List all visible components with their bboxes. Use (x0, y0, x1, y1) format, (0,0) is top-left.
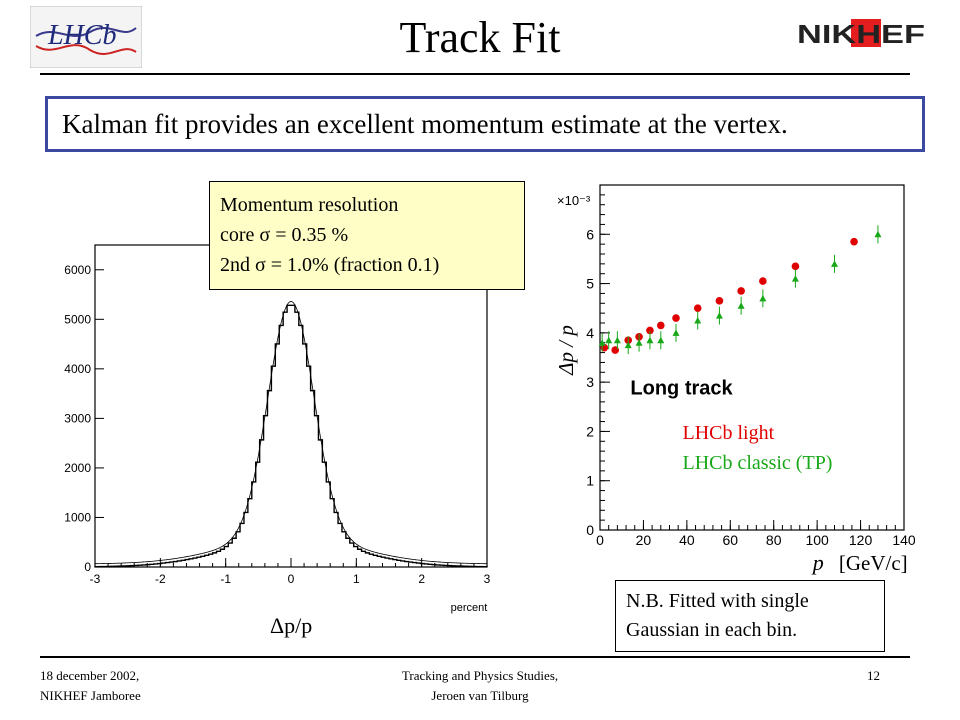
footer-date-line-1: 18 december 2002, (40, 668, 140, 683)
plot-y-tick-label: 4 (586, 325, 594, 341)
histogram-unit-label: percent (451, 602, 488, 614)
data-point-light (672, 314, 680, 322)
histogram-y-tick-label: 5000 (64, 312, 91, 326)
plot-x-tick-label: 20 (636, 532, 652, 548)
data-point-classic (635, 339, 643, 346)
histogram-y-tick-label: 6000 (64, 263, 91, 277)
plot-x-tick-label: 40 (679, 532, 695, 548)
nikhef-logo-text: NIKHEF (797, 19, 925, 48)
plot-y-tick-label: 1 (586, 473, 594, 489)
footer-divider (40, 656, 910, 658)
resolution-box: Momentum resolution core σ = 0.35 % 2nd … (209, 181, 525, 290)
resolution-histogram: 0 1000 2000 3000 4000 5000 6000 -3 -2 -1 0 1 2 3 perce… (64, 244, 491, 614)
data-point-light (657, 321, 665, 330)
histogram-y-tick-label: 4000 (64, 362, 91, 376)
histogram-bins (94, 304, 488, 568)
plot-y-label: Δp / p (554, 325, 578, 376)
plot-x-tick-label: 100 (805, 532, 829, 548)
plot-x-tick-label: 140 (892, 532, 915, 548)
data-point-classic (624, 341, 632, 349)
histogram-y-tick-label: 2000 (64, 461, 91, 475)
histogram-x-tick-label: 0 (288, 572, 295, 586)
histogram-x-tick-label: 3 (484, 572, 491, 586)
plot-x-label: p (811, 550, 824, 575)
data-point-classic (646, 336, 654, 344)
note-line-2: Gaussian in each bin. (626, 619, 798, 641)
data-point-light (759, 277, 767, 285)
resolution-line-1: Momentum resolution (220, 194, 399, 216)
plot-y-tick-label: 6 (586, 226, 594, 242)
data-point-light (715, 297, 724, 305)
lhcb-logo-graphic: LHCb (29, 5, 143, 69)
title-divider (40, 73, 910, 75)
data-point-classic (672, 329, 680, 336)
data-point-classic (759, 294, 767, 302)
slide-title: Track Fit (399, 13, 561, 62)
histogram-x-tick-label: -1 (220, 572, 231, 586)
nikhef-logo: NIKHEF (795, 18, 930, 49)
note-line-1: N.B. Fitted with single (626, 590, 809, 612)
resolution-line-3: 2nd σ = 1.0% (fraction 0.1) (220, 254, 440, 276)
data-point-classic (613, 336, 621, 344)
plot-y-tick-label: 2 (586, 423, 594, 439)
headline-text: Kalman fit provides an excellent momentu… (62, 108, 788, 139)
data-point-classic (605, 336, 613, 344)
data-point-classic (694, 317, 702, 324)
lhcb-logo-text: LHCb (47, 20, 116, 51)
footer-talk-line-2: Jeroen van Tilburg (431, 688, 529, 703)
plot-frame (599, 184, 905, 531)
data-point-classic (657, 336, 665, 344)
histogram-x-tick-label: 2 (418, 572, 425, 586)
data-point-light (791, 262, 800, 271)
histogram-x-tick-label: -3 (90, 572, 101, 586)
note-box: N.B. Fitted with single Gaussian in each… (615, 580, 885, 652)
histogram-frame (94, 244, 488, 568)
lhcb-logo: LHCb (29, 5, 143, 69)
data-point-classic (791, 275, 799, 282)
plot-x-tick-label: 60 (722, 532, 738, 548)
data-point-classic (598, 339, 606, 346)
data-point-light (850, 237, 858, 246)
resolution-line-2: core σ = 0.35 % (220, 224, 349, 246)
footer-talk-line-1: Tracking and Physics Studies, (401, 668, 559, 683)
footer-talk: Tracking and Physics Studies, Jeroen van… (330, 666, 630, 706)
page-number: 12 (867, 668, 880, 683)
data-point-classic (737, 302, 745, 309)
histogram-fit-curve (94, 301, 488, 565)
histogram-x-label: Δp/p (270, 613, 313, 638)
headline-box: Kalman fit provides an excellent momentu… (45, 96, 925, 152)
data-point-light (693, 304, 702, 313)
plot-y-tick-label: 0 (586, 522, 594, 538)
plot-x-tick-label: 0 (596, 532, 604, 548)
data-point-light (737, 287, 745, 295)
data-point-classic (715, 312, 723, 319)
footer-date-line-2: NIKHEF Jamboree (40, 688, 141, 703)
plot-y-tick-label: 5 (586, 276, 594, 292)
data-point-classic (874, 230, 882, 238)
plot-y-multiplier: ×10⁻³ (557, 193, 591, 208)
histogram-x-tick-label: -2 (155, 572, 166, 586)
histogram-x-tick-label: 1 (353, 572, 360, 586)
legend-entry-1: LHCb light (683, 422, 775, 444)
data-point-classic (831, 260, 839, 267)
plot-x-tick-label: 120 (849, 532, 873, 548)
plot-annotation: Long track (630, 377, 733, 399)
data-point-light (646, 326, 654, 335)
plot-y-tick-label: 3 (586, 374, 594, 390)
nikhef-logo-graphic: NIKHEF (797, 19, 925, 49)
legend-entry-2: LHCb classic (TP) (683, 452, 833, 474)
histogram-y-tick-label: 0 (84, 560, 91, 574)
histogram-y-tick-label: 1000 (64, 510, 91, 524)
plot-x-tick-label: 80 (766, 532, 782, 548)
plot-x-unit-label: [GeV/c] (839, 551, 908, 575)
histogram-y-tick-label: 3000 (64, 411, 91, 425)
footer-date: 18 december 2002, NIKHEF Jamboree (40, 666, 141, 706)
